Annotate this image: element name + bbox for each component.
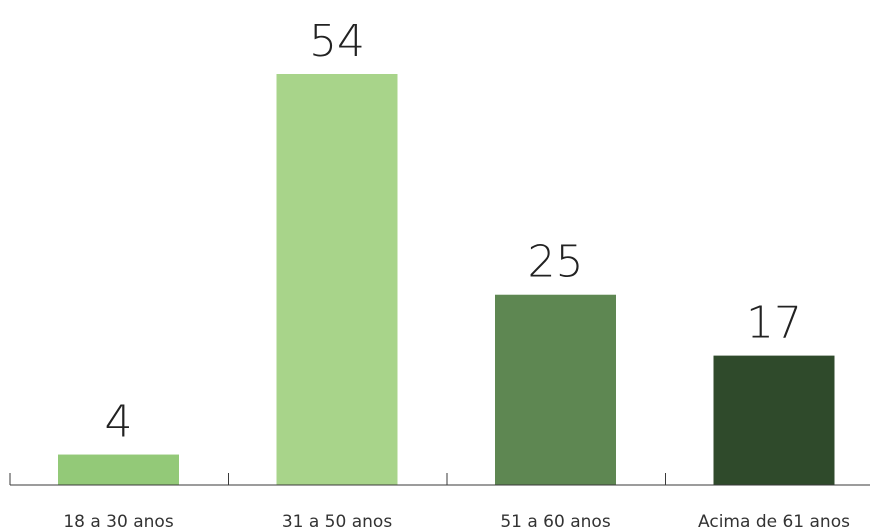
bar-value-label: 54 [309,16,365,67]
category-label: 18 a 30 anos [63,512,173,531]
bar [713,355,835,485]
category-label: 51 a 60 anos [500,512,610,531]
bar [276,74,398,485]
bar-value-label: 4 [105,397,133,448]
bar-value-label: 25 [528,237,584,288]
bar-value-label: 17 [746,298,802,349]
bars-group [58,74,835,485]
bar [58,454,179,485]
category-labels-group: 18 a 30 anos 31 a 50 anos 51 a 60 anos Acim… [63,512,850,531]
category-label: 31 a 50 anos [282,512,392,531]
bar [495,294,616,485]
x-axis [9,473,870,486]
category-label: Acima de 61 anos [698,512,850,531]
value-labels-group: 4 54 25 17 [105,16,803,448]
